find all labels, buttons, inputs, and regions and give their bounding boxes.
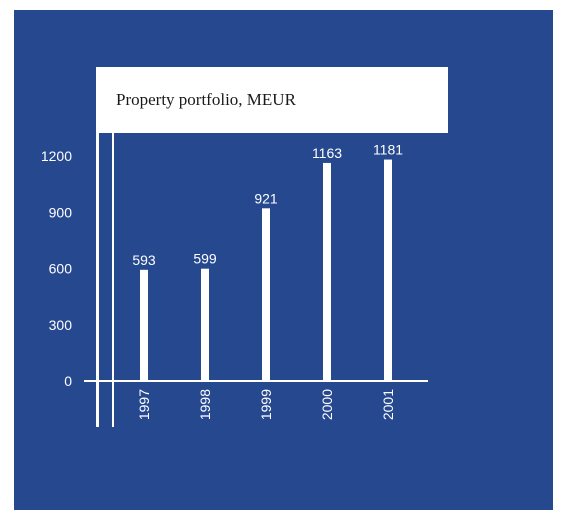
chart-title: Property portfolio, MEUR (116, 90, 297, 109)
frame-line (112, 133, 114, 427)
bar (201, 268, 209, 381)
bar (140, 269, 148, 381)
bar (323, 162, 331, 381)
value-label: 599 (193, 251, 217, 267)
x-tick-label: 2001 (380, 389, 396, 420)
bar (384, 159, 392, 381)
x-tick-label: 1999 (258, 389, 274, 420)
y-tick-label: 600 (49, 261, 73, 277)
title-box (96, 67, 448, 133)
y-tick-label: 1200 (41, 148, 72, 164)
x-tick-label: 2000 (319, 389, 335, 420)
y-tick-label: 900 (49, 204, 73, 220)
x-tick-label: 1997 (136, 389, 152, 420)
value-label: 593 (132, 252, 156, 268)
value-label: 1181 (373, 142, 403, 158)
x-axis (84, 380, 428, 382)
x-tick-label: 1998 (197, 389, 213, 420)
bar (262, 208, 270, 381)
value-label: 1163 (312, 145, 342, 161)
y-tick-label: 0 (64, 373, 72, 389)
frame-line (96, 133, 99, 427)
y-tick-label: 300 (49, 317, 73, 333)
value-label: 921 (254, 190, 278, 206)
